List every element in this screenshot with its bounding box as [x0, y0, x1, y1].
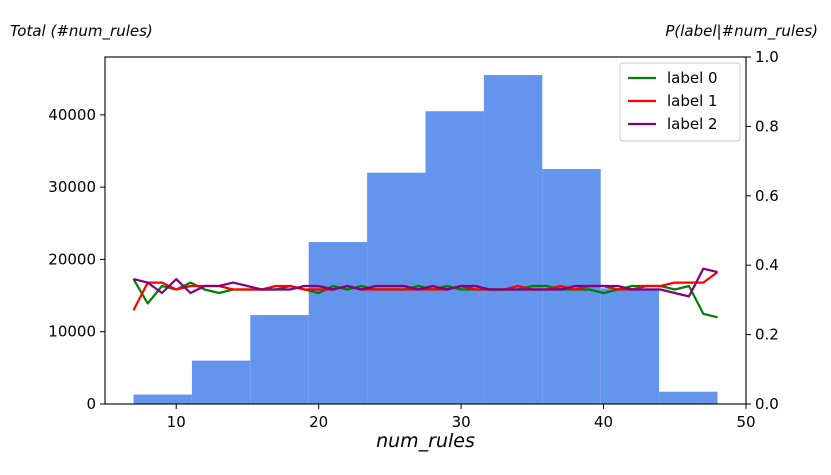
legend-label: label 2	[667, 115, 718, 133]
histogram-bar-1	[133, 394, 192, 404]
histogram-bars	[133, 75, 718, 405]
left-y-tick-label: 20000	[48, 250, 96, 268]
right-y-tick-label: 1.0	[755, 48, 779, 66]
x-tick-label: 50	[736, 413, 755, 431]
histogram-bar-2	[191, 360, 251, 404]
x-axis-ticks: 10 20 30 40 50	[167, 404, 756, 431]
left-y-tick-label: 40000	[48, 106, 96, 124]
histogram-bar-3	[250, 315, 309, 404]
right-y-tick-label: 0.0	[755, 395, 779, 413]
histogram-bar-10	[659, 391, 718, 404]
x-tick-label: 30	[452, 413, 471, 431]
legend-box	[619, 62, 741, 142]
right-axis-title: P(label|#num_rules)	[665, 22, 818, 40]
left-y-tick-label: 10000	[48, 323, 96, 341]
x-tick-label: 20	[309, 413, 328, 431]
series-line-label-2	[133, 267, 718, 298]
left-y-axis-ticks: 0 10000 20000 30000 40000	[48, 106, 105, 413]
histogram-bar-9	[600, 288, 660, 404]
legend-label: label 1	[667, 92, 718, 110]
histogram-bar-4	[308, 242, 368, 404]
x-axis-label: num_rules	[376, 430, 475, 452]
right-y-axis-ticks: 0.0 0.2 0.4 0.6 0.8 1.0	[746, 48, 779, 413]
right-y-tick-label: 0.8	[755, 117, 779, 135]
legend-label: label 0	[667, 69, 718, 87]
left-axis-title: Total (#num_rules)	[10, 22, 153, 40]
histogram-bar-6	[425, 111, 484, 404]
right-y-tick-label: 0.4	[755, 256, 779, 274]
left-y-tick-label: 0	[86, 395, 96, 413]
x-tick-label: 40	[594, 413, 613, 431]
axes-frame	[104, 56, 747, 405]
series-line-label-1	[132, 271, 719, 311]
probability-lines	[132, 267, 719, 319]
x-tick-label: 10	[167, 413, 186, 431]
right-y-tick-label: 0.2	[755, 326, 779, 344]
right-y-tick-label: 0.6	[755, 187, 779, 205]
left-y-tick-label: 30000	[48, 178, 96, 196]
plot-frame	[104, 56, 747, 405]
histogram-bar-7	[483, 75, 543, 405]
legend: label 0 label 1 label 2	[619, 62, 741, 142]
